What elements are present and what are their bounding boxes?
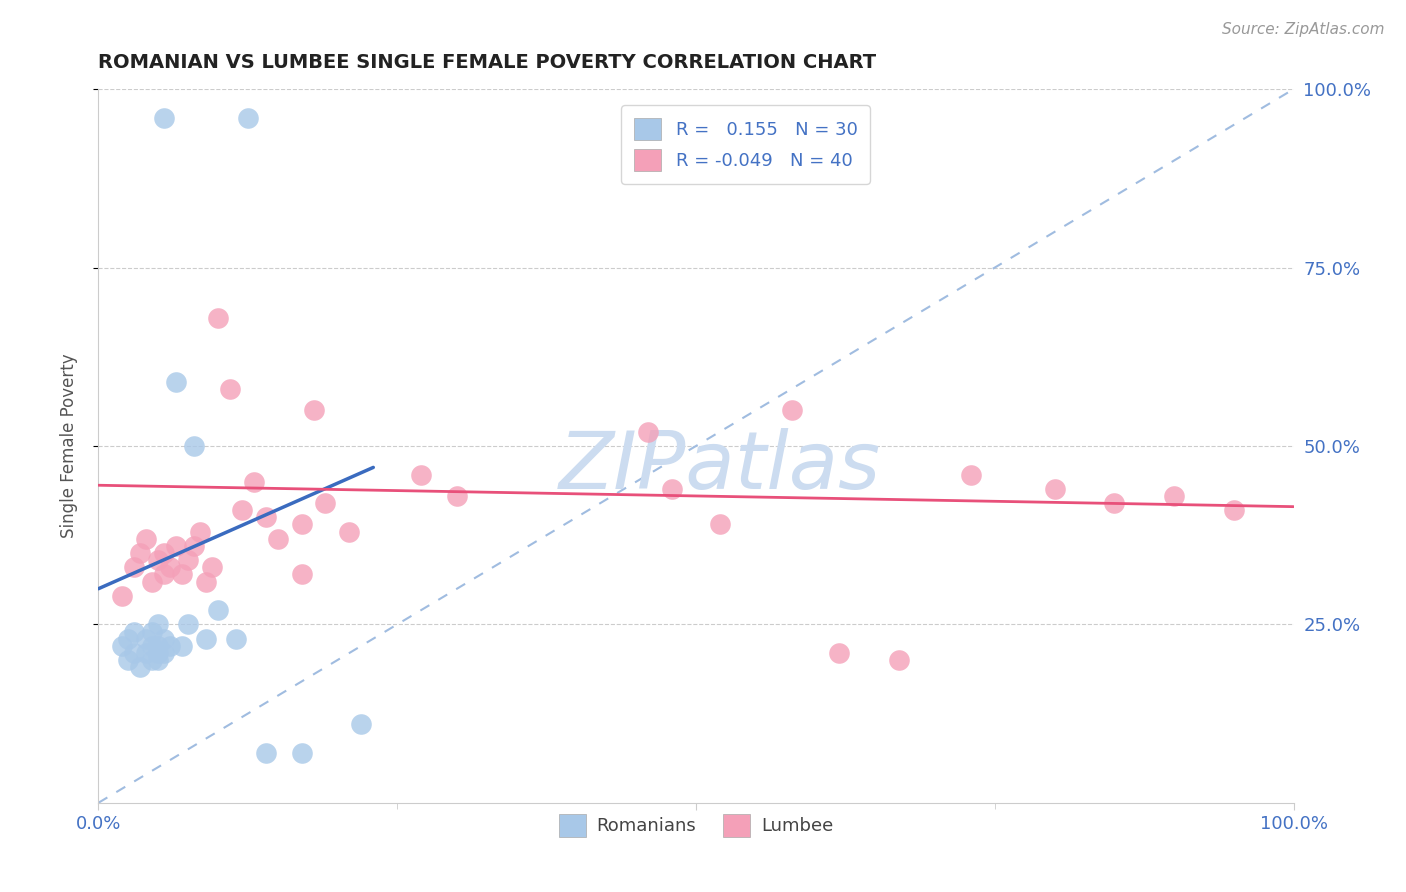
Point bbox=[350, 717, 373, 731]
Point bbox=[177, 617, 200, 632]
Legend: Romanians, Lumbee: Romanians, Lumbee bbox=[551, 807, 841, 844]
Point bbox=[153, 546, 176, 560]
Point bbox=[291, 567, 314, 582]
Point bbox=[207, 603, 229, 617]
Point bbox=[183, 539, 205, 553]
Point bbox=[153, 632, 176, 646]
Text: ROMANIAN VS LUMBEE SINGLE FEMALE POVERTY CORRELATION CHART: ROMANIAN VS LUMBEE SINGLE FEMALE POVERTY… bbox=[98, 54, 876, 72]
Point bbox=[111, 589, 134, 603]
Text: ZIPatlas: ZIPatlas bbox=[558, 428, 882, 507]
Point bbox=[124, 624, 146, 639]
Point bbox=[236, 111, 259, 125]
Point bbox=[339, 524, 361, 539]
Point bbox=[201, 560, 224, 574]
Point bbox=[153, 567, 176, 582]
Point bbox=[709, 517, 731, 532]
Point bbox=[117, 653, 139, 667]
Point bbox=[148, 617, 170, 632]
Point bbox=[141, 624, 163, 639]
Y-axis label: Single Female Poverty: Single Female Poverty bbox=[59, 354, 77, 538]
Point bbox=[135, 646, 157, 660]
Point bbox=[231, 503, 253, 517]
Point bbox=[254, 510, 277, 524]
Point bbox=[153, 111, 176, 125]
Point bbox=[225, 632, 247, 646]
Point bbox=[172, 567, 194, 582]
Point bbox=[159, 560, 181, 574]
Point bbox=[177, 553, 200, 567]
Point bbox=[165, 375, 187, 389]
Point bbox=[141, 653, 163, 667]
Point bbox=[141, 639, 163, 653]
Point bbox=[165, 539, 187, 553]
Point bbox=[302, 403, 325, 417]
Point bbox=[135, 532, 157, 546]
Point bbox=[661, 482, 683, 496]
Point bbox=[207, 310, 229, 325]
Point bbox=[291, 517, 314, 532]
Point bbox=[637, 425, 659, 439]
Point bbox=[111, 639, 134, 653]
Point bbox=[124, 646, 146, 660]
Point bbox=[411, 467, 433, 482]
Point bbox=[889, 653, 911, 667]
Point bbox=[148, 646, 170, 660]
Point bbox=[291, 746, 314, 760]
Point bbox=[141, 574, 163, 589]
Point bbox=[1163, 489, 1185, 503]
Point bbox=[219, 382, 242, 396]
Point bbox=[195, 632, 218, 646]
Point bbox=[960, 467, 983, 482]
Point bbox=[1043, 482, 1066, 496]
Point bbox=[124, 560, 146, 574]
Point bbox=[188, 524, 211, 539]
Point bbox=[446, 489, 468, 503]
Point bbox=[183, 439, 205, 453]
Point bbox=[153, 646, 176, 660]
Point bbox=[243, 475, 266, 489]
Point bbox=[1104, 496, 1126, 510]
Point bbox=[135, 632, 157, 646]
Point bbox=[129, 546, 152, 560]
Point bbox=[828, 646, 851, 660]
Point bbox=[148, 553, 170, 567]
Point bbox=[254, 746, 277, 760]
Point bbox=[315, 496, 337, 510]
Point bbox=[129, 660, 152, 674]
Point bbox=[148, 653, 170, 667]
Text: Source: ZipAtlas.com: Source: ZipAtlas.com bbox=[1222, 22, 1385, 37]
Point bbox=[267, 532, 290, 546]
Point bbox=[117, 632, 139, 646]
Point bbox=[148, 639, 170, 653]
Point bbox=[172, 639, 194, 653]
Point bbox=[159, 639, 181, 653]
Point bbox=[195, 574, 218, 589]
Point bbox=[780, 403, 803, 417]
Point bbox=[1223, 503, 1246, 517]
